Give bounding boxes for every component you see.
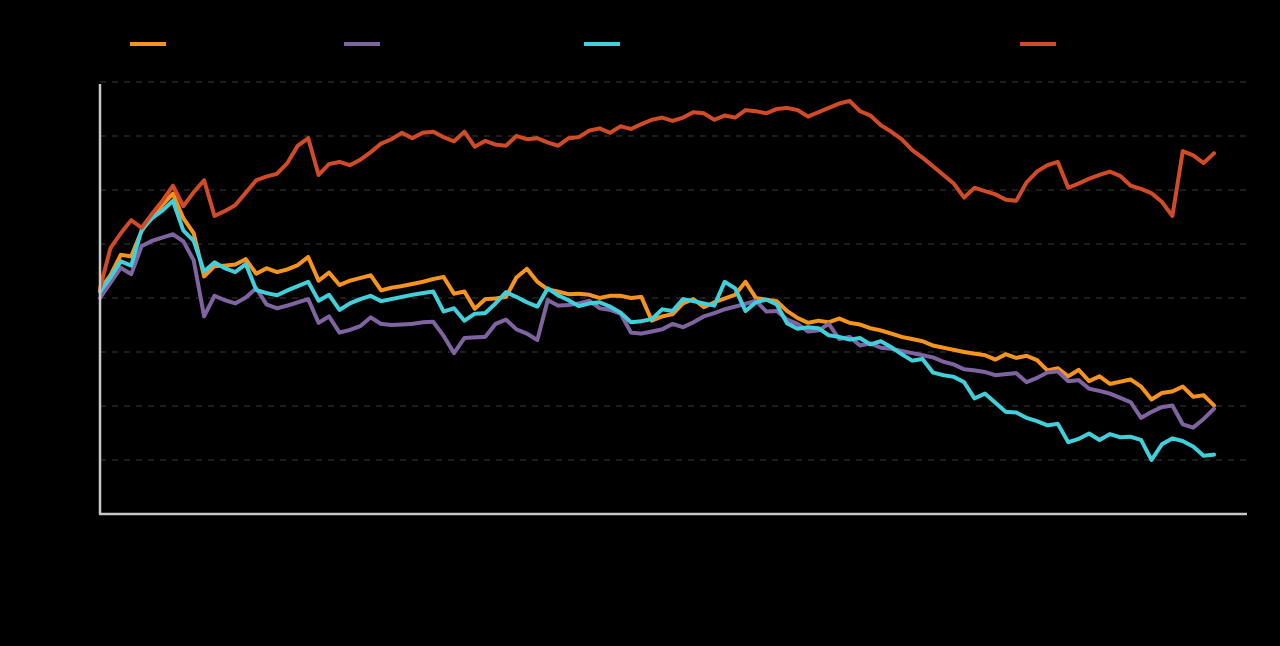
axes [98,84,1247,516]
series-line-4 [98,98,1216,291]
series-line-1 [98,191,1216,408]
series-line-3 [98,198,1216,462]
series-line-2 [98,232,1216,430]
series-group [98,98,1216,462]
